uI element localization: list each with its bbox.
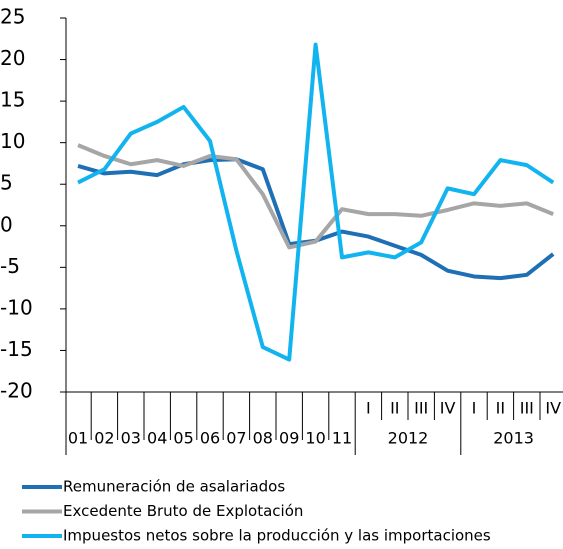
series-line — [77, 42, 555, 362]
y-tick-label: 0 — [0, 212, 13, 236]
x-tick-label: 03 — [121, 429, 141, 448]
y-tick-label: 10 — [0, 129, 25, 153]
y-tick-label: 25 — [0, 5, 25, 29]
x-tick-label: 05 — [173, 429, 193, 448]
x-tick-label: IV — [545, 399, 561, 418]
x-tick-label: II — [496, 399, 505, 418]
legend-label: Remuneración de asalariados — [63, 478, 285, 496]
series-line — [77, 143, 554, 250]
x-tick-label: III — [520, 399, 534, 418]
x-tick-label: I — [366, 399, 371, 418]
y-tick-label: -20 — [0, 379, 33, 403]
series-line — [77, 157, 555, 281]
x-tick-label: 04 — [147, 429, 167, 448]
y-tick-label: -15 — [0, 337, 33, 361]
x-group-label: 2013 — [493, 429, 534, 448]
x-tick-label: 01 — [68, 429, 88, 448]
legend-label: Impuestos netos sobre la producción y la… — [63, 527, 491, 545]
x-tick-label: IV — [440, 399, 456, 418]
y-tick-label: 5 — [0, 171, 13, 195]
x-tick-label: 11 — [332, 429, 352, 448]
y-tick-label: 15 — [0, 88, 25, 112]
x-tick-label: 09 — [279, 429, 299, 448]
y-tick-label: 20 — [0, 46, 25, 70]
y-tick-label: -10 — [0, 295, 33, 319]
x-tick-label: 10 — [305, 429, 325, 448]
x-tick-label: 08 — [253, 429, 273, 448]
x-tick-label: 07 — [226, 429, 246, 448]
x-tick-label: III — [414, 399, 428, 418]
x-tick-label: II — [390, 399, 399, 418]
legend-label: Excedente Bruto de Explotación — [63, 502, 303, 520]
x-group-label: 2012 — [388, 429, 429, 448]
x-tick-label: 06 — [200, 429, 220, 448]
x-tick-label: 02 — [94, 429, 114, 448]
x-tick-label: I — [472, 399, 477, 418]
y-tick-label: -5 — [0, 254, 20, 278]
